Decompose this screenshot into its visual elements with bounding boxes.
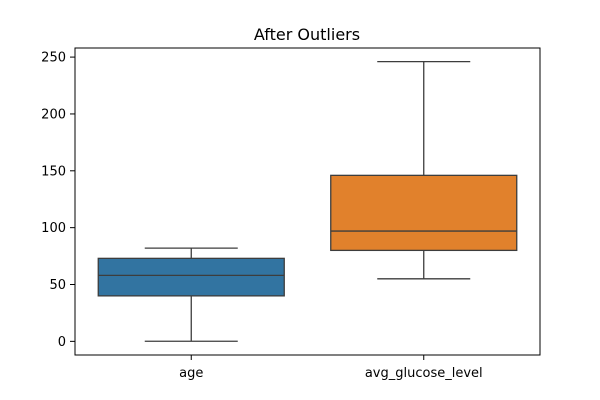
- y-tick-label: 150: [41, 164, 66, 179]
- y-tick-label: 200: [41, 107, 66, 122]
- box-age: [97, 257, 285, 297]
- y-tick-label: 100: [41, 221, 66, 236]
- axes-frame: [74, 47, 541, 356]
- y-tick-label: 250: [41, 51, 66, 66]
- y-tick-label: 50: [49, 278, 66, 293]
- plot-area: 0 50 100 150 200 250 age avg_glucose_level: [41, 51, 518, 381]
- box-avg-glucose-level: [330, 174, 518, 252]
- y-tick-label: 0: [58, 335, 66, 350]
- chart-title: After Outliers: [254, 25, 360, 44]
- x-tick-label: age: [179, 366, 203, 381]
- x-tick-label: avg_glucose_level: [365, 366, 483, 381]
